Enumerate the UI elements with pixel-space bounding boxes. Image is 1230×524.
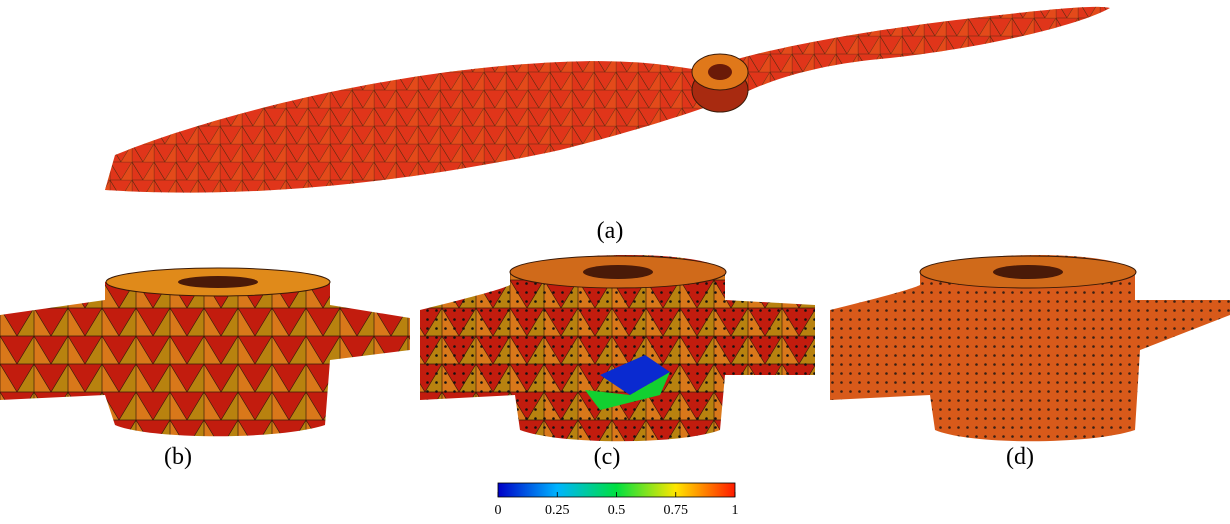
tick-label: 0	[495, 503, 502, 518]
panel-label: (d)	[1006, 444, 1034, 470]
panel-label: (a)	[597, 218, 624, 244]
panel-a-image	[105, 6, 1110, 193]
tick-label: 0.75	[664, 503, 689, 518]
tick-label: 0.25	[545, 503, 570, 518]
panel-d-image	[830, 255, 1230, 442]
panel-c-image	[420, 255, 815, 442]
tick-label: 1	[732, 503, 739, 518]
panel-label: (c)	[594, 444, 621, 470]
panel-label: (b)	[164, 444, 192, 470]
panel-b-image	[0, 267, 410, 437]
tick-label: 0.5	[608, 503, 626, 518]
